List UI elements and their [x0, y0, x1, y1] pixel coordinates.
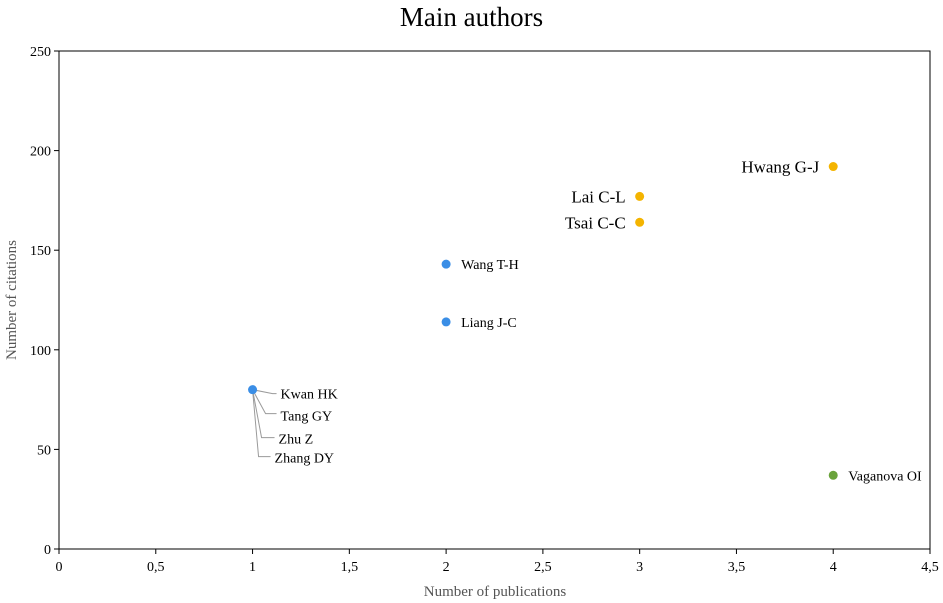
leader-line — [252, 389, 271, 458]
data-point — [635, 217, 645, 227]
x-tick-label: 1 — [249, 560, 256, 575]
y-tick-label: 200 — [30, 145, 51, 160]
y-axis-label: Number of citations — [4, 240, 20, 360]
leader-line — [252, 389, 277, 415]
x-tick-label: 4 — [830, 560, 837, 575]
x-axis-label: Number of publications — [424, 584, 567, 600]
data-point — [635, 191, 645, 201]
plot-frame — [58, 50, 931, 550]
x-tick-label: 1,5 — [341, 560, 359, 575]
data-point-label: Vaganova OI — [848, 469, 922, 484]
data-point — [828, 162, 838, 172]
x-tick-label: 3,5 — [728, 560, 746, 575]
y-tick-label: 150 — [30, 244, 51, 259]
data-point — [248, 385, 258, 395]
x-tick-label: 0,5 — [147, 560, 165, 575]
data-point-label: Tang GY — [281, 410, 333, 425]
x-tick-label: 0 — [56, 560, 63, 575]
data-point-label: Tsai C-C — [565, 213, 626, 232]
chart-title: Main authors — [399, 2, 544, 32]
data-point-label: Kwan HK — [281, 388, 338, 403]
x-tick-label: 2,5 — [534, 560, 552, 575]
data-points: Hwang G-J Lai C-L Tsai C-C Wang T-H Liang J-… — [248, 158, 922, 484]
y-tick-label: 0 — [44, 543, 51, 558]
data-point-label: Lai C-L — [571, 187, 625, 206]
y-tick-label: 100 — [30, 344, 51, 359]
ticks: 0 0,5 1 1,5 2 2,5 3 3,5 4 4,5 0 50 100 150 200 250 — [30, 45, 939, 575]
data-point — [828, 470, 838, 480]
data-point-label: Liang J-C — [461, 316, 517, 331]
data-point-label: Zhu Z — [279, 433, 314, 448]
leader-line — [252, 389, 275, 439]
leader-line — [252, 389, 277, 395]
y-tick-label: 250 — [30, 45, 51, 60]
data-point — [441, 259, 451, 269]
x-tick-label: 4,5 — [921, 560, 939, 575]
axes — [58, 50, 931, 550]
x-tick-label: 2 — [443, 560, 450, 575]
data-point-label: Zhang DY — [275, 452, 335, 467]
data-point-label: Hwang G-J — [741, 158, 819, 177]
data-point-label: Wang T-H — [461, 258, 519, 273]
y-tick-label: 50 — [37, 443, 51, 458]
data-point — [441, 317, 451, 327]
x-tick-label: 3 — [636, 560, 643, 575]
